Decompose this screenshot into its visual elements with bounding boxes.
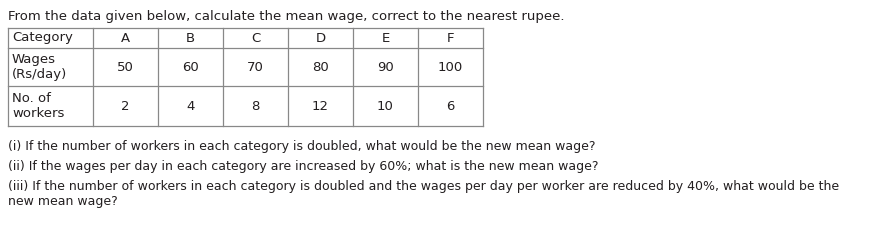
Text: 6: 6	[446, 99, 455, 113]
Text: D: D	[315, 32, 326, 44]
Text: A: A	[121, 32, 130, 44]
Text: 10: 10	[377, 99, 394, 113]
Text: F: F	[447, 32, 454, 44]
Text: 12: 12	[312, 99, 329, 113]
Text: 4: 4	[186, 99, 194, 113]
Text: 60: 60	[182, 61, 199, 73]
Text: Category: Category	[12, 32, 73, 44]
Text: (i) If the number of workers in each category is doubled, what would be the new : (i) If the number of workers in each cat…	[8, 140, 595, 153]
Text: 8: 8	[252, 99, 260, 113]
Text: 70: 70	[247, 61, 264, 73]
Text: 50: 50	[117, 61, 134, 73]
Text: 80: 80	[312, 61, 328, 73]
Text: (iii) If the number of workers in each category is doubled and the wages per day: (iii) If the number of workers in each c…	[8, 180, 839, 208]
Text: B: B	[186, 32, 195, 44]
Text: From the data given below, calculate the mean wage, correct to the nearest rupee: From the data given below, calculate the…	[8, 10, 564, 23]
Text: E: E	[381, 32, 389, 44]
Text: 90: 90	[377, 61, 394, 73]
Text: No. of
workers: No. of workers	[12, 92, 64, 120]
Text: 100: 100	[438, 61, 463, 73]
Text: (ii) If the wages per day in each category are increased by 60%; what is the new: (ii) If the wages per day in each catego…	[8, 160, 599, 173]
Text: 2: 2	[121, 99, 130, 113]
Text: C: C	[251, 32, 260, 44]
Text: Wages
(Rs/day): Wages (Rs/day)	[12, 53, 67, 81]
